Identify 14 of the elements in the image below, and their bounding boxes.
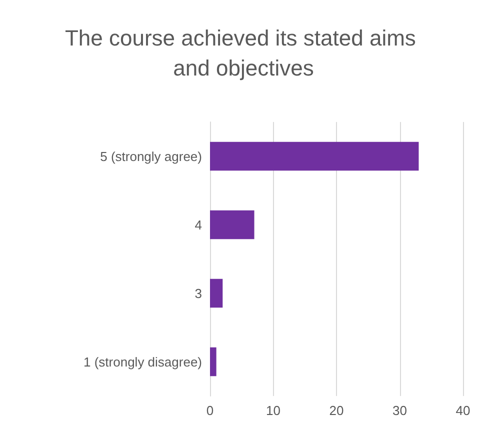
bar <box>210 210 254 240</box>
y-tick-label: 1 (strongly disagree) <box>84 354 202 370</box>
x-tick-label: 40 <box>456 403 470 418</box>
bar <box>210 347 216 376</box>
x-tick-label: 30 <box>392 403 407 418</box>
y-tick-label: 3 <box>194 286 202 301</box>
x-tick-label: 20 <box>329 403 344 418</box>
y-tick-label: 4 <box>194 217 202 232</box>
x-tick-label: 0 <box>206 403 214 418</box>
bar <box>210 278 223 308</box>
bar <box>210 142 419 171</box>
chart-title: The course achieved its stated aims and objectives <box>64 26 422 80</box>
x-tick-label: 10 <box>266 403 280 418</box>
y-tick-label: 5 (strongly agree) <box>100 148 202 164</box>
